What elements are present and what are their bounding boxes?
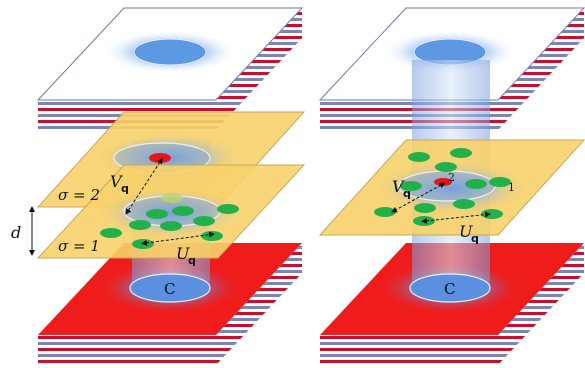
dot-green <box>453 199 475 209</box>
right-panel: C V q <box>318 7 585 365</box>
svg-text:V: V <box>110 172 123 191</box>
right-intralayer-label: U <box>459 222 473 241</box>
right-top-substrate <box>318 7 585 130</box>
svg-text:q: q <box>471 232 479 245</box>
dot-green <box>132 239 154 249</box>
dot-green <box>408 152 430 162</box>
dot-green <box>172 206 194 216</box>
right-intralayer-arrow <box>421 211 491 224</box>
svg-text:q: q <box>188 254 196 267</box>
svg-text:U: U <box>459 222 473 241</box>
dot-green <box>146 209 168 219</box>
dot-green <box>193 216 215 226</box>
spacing-label: d <box>11 223 21 242</box>
dot-green <box>435 162 457 172</box>
sigma-bottom-label: σ = 1 <box>58 237 100 255</box>
right-interlayer-arrow <box>391 182 446 213</box>
dot-green <box>160 221 182 231</box>
svg-text:q: q <box>403 187 411 200</box>
dot-green <box>489 177 511 187</box>
dot-green <box>481 209 503 219</box>
right-site-label-2: 2 <box>448 171 455 184</box>
right-intralayer-sub: q <box>471 232 479 245</box>
dot-green <box>217 204 239 214</box>
right-interlayer-label: V <box>392 177 405 196</box>
sigma-top-label: σ = 2 <box>58 186 100 204</box>
right-interlayer-sub: q <box>403 187 411 200</box>
left-substrate-label: C <box>164 280 175 298</box>
left-interlayer-sub: q <box>121 182 129 195</box>
dot-faint <box>161 193 183 203</box>
left-interlayer-label: V <box>110 172 123 191</box>
dot-green <box>450 148 472 158</box>
dot-green <box>201 231 223 241</box>
dot-green <box>465 179 487 189</box>
right-site-label-1: 1 <box>508 181 515 194</box>
svg-text:V: V <box>392 177 405 196</box>
dot-red <box>149 153 171 163</box>
dot-green <box>414 203 436 213</box>
svg-text:q: q <box>121 182 129 195</box>
left-top-substrate <box>36 7 304 130</box>
right-substrate-label: C <box>444 280 455 298</box>
dot-green <box>100 228 122 238</box>
svg-text:U: U <box>176 244 190 263</box>
left-panel: C <box>11 7 306 365</box>
left-intralayer-sub: q <box>188 254 196 267</box>
dot-green <box>129 220 151 230</box>
dot-green <box>413 216 435 226</box>
left-intralayer-label: U <box>176 244 190 263</box>
dot-green <box>374 207 396 217</box>
left-interlayer-arrow <box>125 157 163 215</box>
left-intralayer-arrow <box>141 231 215 246</box>
